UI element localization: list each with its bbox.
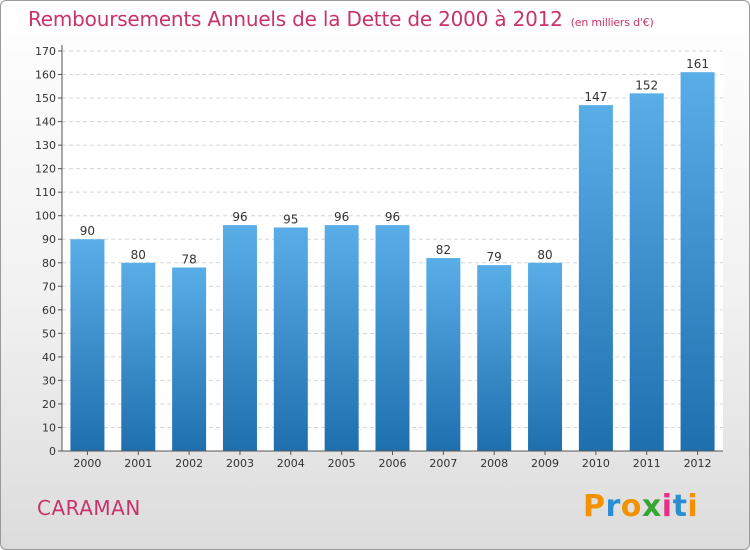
bar-value-label: 82 <box>436 243 451 257</box>
y-tick-label: 40 <box>42 351 56 364</box>
bar-2004 <box>273 227 308 451</box>
logo-letter: t <box>672 489 688 524</box>
y-tick-label: 10 <box>42 421 56 434</box>
x-tick-label: 2001 <box>124 457 152 470</box>
chart-title-text: Remboursements Annuels de la Dette de 20… <box>28 7 563 31</box>
axes: 0 10 20 30 40 50 60 70 80 90 100 110 120 130 140 150 160… <box>35 45 723 470</box>
logo-letter: x <box>641 489 662 524</box>
x-tick-label: 2005 <box>328 457 356 470</box>
bar-2006 <box>375 225 410 451</box>
y-tick-label: 0 <box>49 445 56 458</box>
y-tick-label: 90 <box>42 233 56 246</box>
bar-value-label: 80 <box>537 248 552 262</box>
y-tick-label: 120 <box>35 163 56 176</box>
logo-letter: i <box>661 489 673 524</box>
bar-2001 <box>121 262 156 451</box>
x-tick-label: 2012 <box>684 457 712 470</box>
bar-2007 <box>426 258 461 451</box>
y-tick-label: 60 <box>42 304 56 317</box>
y-tick-label: 30 <box>42 374 56 387</box>
x-tick-label: 2000 <box>73 457 101 470</box>
y-tick-label: 170 <box>35 45 56 58</box>
bar-value-label: 161 <box>686 57 709 71</box>
y-tick-label: 20 <box>42 398 56 411</box>
y-tick-label: 80 <box>42 257 56 270</box>
x-tick-label: 2002 <box>175 457 203 470</box>
bar-2012 <box>680 72 715 452</box>
y-tick-label: 100 <box>35 210 56 223</box>
commune-name: CARAMAN <box>37 496 141 520</box>
logo-letter: i <box>687 489 699 524</box>
bar-value-label: 152 <box>635 78 658 92</box>
bar-2005 <box>324 225 359 451</box>
proxiti-logo[interactable]: Proxiti <box>583 489 698 524</box>
chart-title: Remboursements Annuels de la Dette de 20… <box>28 7 654 31</box>
y-tick-label: 50 <box>42 327 56 340</box>
x-tick-label: 2011 <box>633 457 661 470</box>
x-tick-label: 2006 <box>379 457 407 470</box>
bar-value-label: 96 <box>385 210 400 224</box>
bar-2000 <box>70 239 105 451</box>
y-tick-label: 140 <box>35 116 56 129</box>
x-tick-label: 2008 <box>480 457 508 470</box>
x-tick-label: 2009 <box>531 457 559 470</box>
x-tick-label: 2007 <box>429 457 457 470</box>
bar-2010 <box>578 105 613 451</box>
logo-letter: o <box>620 489 642 524</box>
chart-subtitle: (en milliers d'€) <box>570 16 654 29</box>
bars: 90 80 78 96 95 96 96 82 79 80 147 152 161 <box>70 57 715 452</box>
logo-letter: P <box>583 489 606 524</box>
bar-value-label: 96 <box>334 210 349 224</box>
y-tick-label: 110 <box>35 186 56 199</box>
bar-2008 <box>477 265 512 451</box>
y-tick-label: 130 <box>35 139 56 152</box>
y-tick-label: 150 <box>35 92 56 105</box>
bar-2011 <box>629 93 664 452</box>
bar-value-label: 90 <box>80 224 95 238</box>
bar-value-label: 80 <box>131 248 146 262</box>
bar-value-label: 96 <box>232 210 247 224</box>
bar-value-label: 78 <box>181 252 196 266</box>
bar-value-label: 79 <box>487 250 502 264</box>
bar-2009 <box>528 262 563 451</box>
x-tick-label: 2004 <box>277 457 305 470</box>
y-tick-label: 70 <box>42 280 56 293</box>
bar-value-label: 95 <box>283 212 298 226</box>
bar-value-label: 147 <box>584 90 607 104</box>
y-tick-label: 160 <box>35 69 56 82</box>
x-tick-label: 2010 <box>582 457 610 470</box>
bar-2003 <box>222 225 257 451</box>
bar-2002 <box>172 267 207 451</box>
x-tick-label: 2003 <box>226 457 254 470</box>
logo-letter: r <box>605 489 621 524</box>
